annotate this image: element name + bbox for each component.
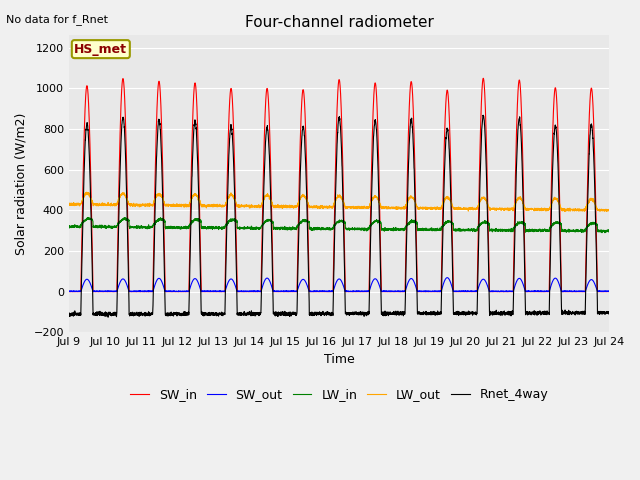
LW_in xyxy=(319,225,327,231)
LW_out xyxy=(605,208,613,214)
Title: Four-channel radiometer: Four-channel radiometer xyxy=(244,15,433,30)
Rnet_4way xyxy=(605,310,613,316)
SW_in xyxy=(430,289,438,295)
LW_out xyxy=(561,209,569,215)
SW_in xyxy=(479,75,487,81)
Rnet_4way xyxy=(104,314,112,320)
Legend: SW_in, SW_out, LW_in, LW_out, Rnet_4way: SW_in, SW_out, LW_in, LW_out, Rnet_4way xyxy=(125,383,553,406)
LW_in xyxy=(491,227,499,233)
LW_in xyxy=(65,225,73,231)
Text: No data for f_Rnet: No data for f_Rnet xyxy=(6,14,108,25)
Rnet_4way xyxy=(605,311,612,316)
SW_in xyxy=(319,289,326,295)
SW_in xyxy=(162,289,170,295)
LW_in xyxy=(605,228,612,234)
SW_in xyxy=(65,289,73,295)
LW_out xyxy=(605,207,612,213)
SW_out xyxy=(605,288,612,294)
SW_in xyxy=(605,289,612,295)
LW_out xyxy=(163,202,170,208)
SW_out xyxy=(65,288,73,294)
Rnet_4way xyxy=(319,309,327,314)
Line: LW_out: LW_out xyxy=(69,192,609,212)
LW_in xyxy=(120,215,128,220)
SW_in xyxy=(491,289,499,295)
SW_out xyxy=(430,289,438,295)
LW_in xyxy=(601,230,609,236)
Rnet_4way xyxy=(163,311,170,317)
LW_out xyxy=(431,205,438,211)
LW_in xyxy=(163,224,170,230)
Rnet_4way xyxy=(491,312,499,317)
Rnet_4way xyxy=(431,311,438,316)
LW_out xyxy=(491,206,499,212)
LW_in xyxy=(431,227,438,233)
X-axis label: Time: Time xyxy=(324,353,355,366)
LW_out xyxy=(83,189,90,195)
SW_out xyxy=(444,275,451,280)
SW_in xyxy=(605,289,613,295)
SW_out xyxy=(162,288,170,294)
SW_in xyxy=(460,289,468,295)
Line: LW_in: LW_in xyxy=(69,217,609,233)
Line: SW_out: SW_out xyxy=(69,277,609,292)
Line: SW_in: SW_in xyxy=(69,78,609,292)
SW_out xyxy=(605,288,613,294)
LW_out xyxy=(319,206,327,212)
Text: HS_met: HS_met xyxy=(74,43,127,56)
SW_out xyxy=(559,289,566,295)
LW_out xyxy=(65,201,73,207)
SW_out xyxy=(460,288,468,294)
Y-axis label: Solar radiation (W/m2): Solar radiation (W/m2) xyxy=(15,113,28,255)
Line: Rnet_4way: Rnet_4way xyxy=(69,115,609,317)
LW_in xyxy=(605,229,613,235)
LW_in xyxy=(460,228,468,234)
SW_out xyxy=(491,288,499,294)
LW_out xyxy=(460,206,468,212)
Rnet_4way xyxy=(460,311,468,317)
Rnet_4way xyxy=(65,313,73,319)
SW_out xyxy=(319,288,326,294)
Rnet_4way xyxy=(479,112,487,118)
